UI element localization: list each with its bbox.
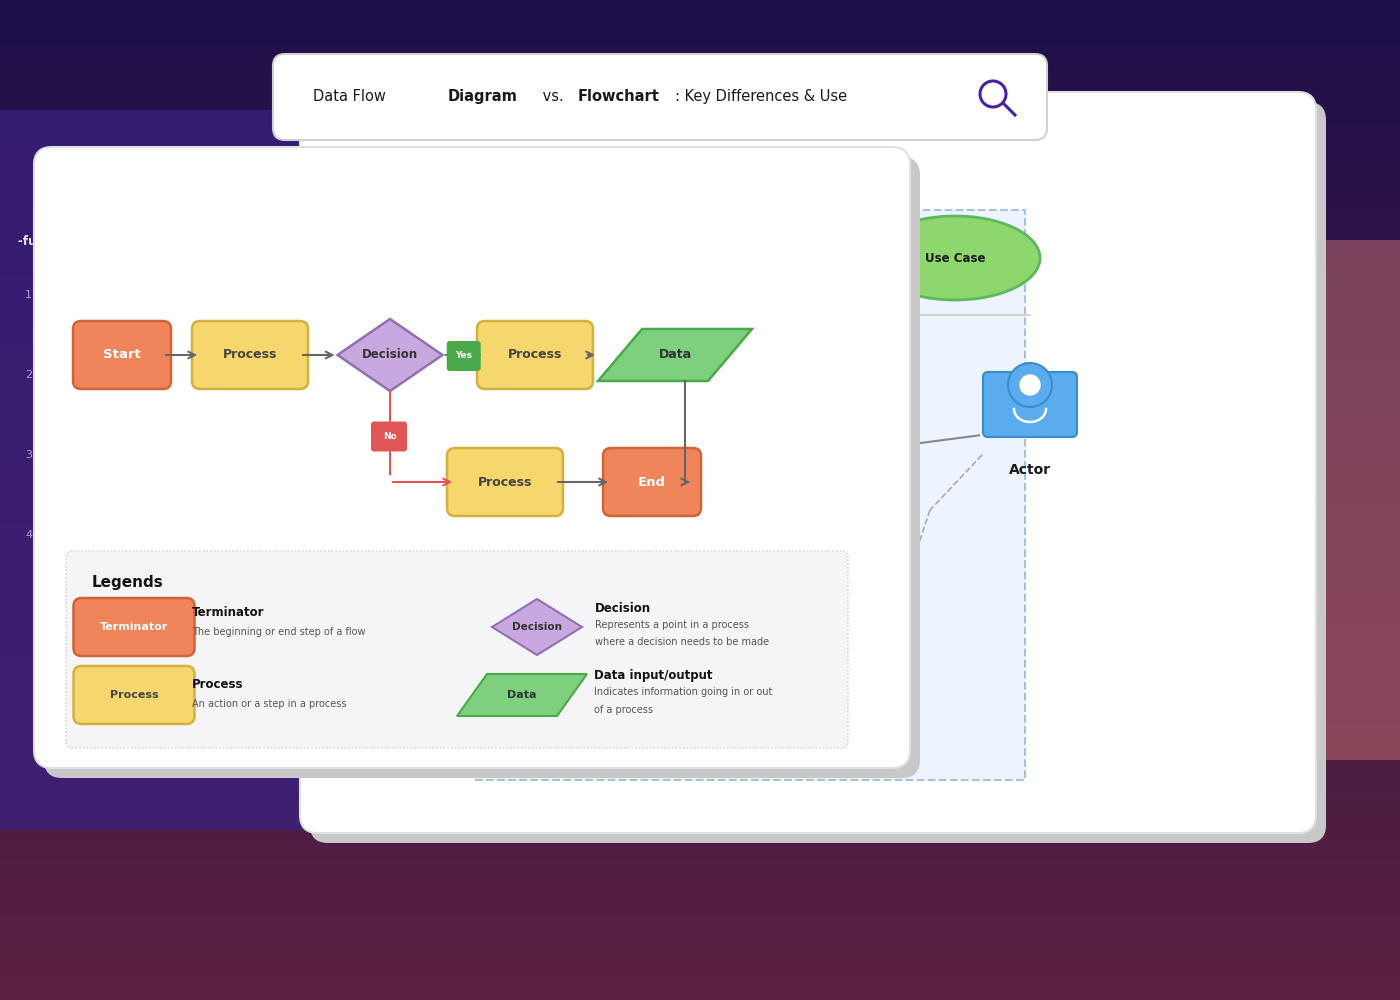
FancyBboxPatch shape	[1126, 275, 1315, 355]
Text: : Key Differences & Use: : Key Differences & Use	[675, 89, 847, 104]
Ellipse shape	[735, 553, 904, 637]
FancyBboxPatch shape	[0, 110, 356, 830]
Text: Existing
account in
database?: Existing account in database?	[1140, 429, 1180, 461]
Ellipse shape	[515, 216, 685, 300]
Text: The beginning or end step of a flow: The beginning or end step of a flow	[192, 627, 365, 637]
Circle shape	[1008, 363, 1051, 407]
Text: No: No	[384, 432, 396, 441]
Text: 4: 4	[25, 530, 32, 540]
Text: End: End	[638, 476, 666, 488]
Polygon shape	[337, 319, 442, 391]
Text: Process: Process	[477, 476, 532, 488]
FancyBboxPatch shape	[371, 422, 407, 452]
Polygon shape	[456, 674, 587, 716]
FancyBboxPatch shape	[48, 274, 302, 316]
FancyBboxPatch shape	[447, 448, 563, 516]
Text: Existing
account in
database?: Existing account in database?	[1140, 549, 1180, 581]
FancyBboxPatch shape	[1126, 405, 1315, 485]
Text: Process: Process	[223, 349, 277, 361]
Text: Process: Process	[192, 678, 244, 690]
Text: 1: 1	[25, 290, 32, 300]
FancyBboxPatch shape	[192, 321, 308, 389]
Text: Use Case: Use Case	[925, 251, 986, 264]
FancyBboxPatch shape	[73, 598, 195, 656]
Text: Process: Process	[508, 349, 563, 361]
FancyBboxPatch shape	[73, 321, 171, 389]
Text: Data Flow: Data Flow	[314, 89, 391, 104]
FancyBboxPatch shape	[447, 341, 480, 371]
FancyBboxPatch shape	[603, 448, 701, 516]
Polygon shape	[1149, 475, 1219, 525]
Text: -functional Flowchart: -functional Flowchart	[18, 235, 160, 248]
Text: Use Case: Use Case	[570, 251, 630, 264]
FancyBboxPatch shape	[48, 434, 302, 476]
Text: Flowchart: Flowchart	[578, 89, 659, 104]
Text: An action or a step in a process: An action or a step in a process	[192, 699, 347, 709]
FancyBboxPatch shape	[43, 157, 920, 778]
Text: Start: Start	[104, 349, 141, 361]
Text: 2: 2	[25, 370, 32, 380]
Text: Represents a point in a process: Represents a point in a process	[595, 620, 749, 630]
FancyBboxPatch shape	[48, 354, 302, 396]
FancyBboxPatch shape	[273, 54, 1047, 140]
FancyBboxPatch shape	[73, 666, 195, 724]
FancyBboxPatch shape	[475, 210, 1025, 780]
Text: Indicates information going in or out: Indicates information going in or out	[594, 687, 773, 697]
Text: Diagram: Diagram	[448, 89, 518, 104]
Ellipse shape	[735, 403, 904, 487]
Text: of a process: of a process	[594, 705, 652, 715]
Text: Legends: Legends	[92, 575, 164, 590]
Polygon shape	[598, 329, 752, 381]
Polygon shape	[1149, 325, 1219, 375]
Circle shape	[378, 213, 421, 257]
Text: Data: Data	[658, 349, 692, 361]
Text: Existing
account in
database?: Existing account in database?	[1140, 299, 1180, 331]
Text: Use Case: Use Case	[790, 588, 850, 601]
Text: Use Case: Use Case	[790, 438, 850, 452]
FancyBboxPatch shape	[1100, 240, 1400, 760]
FancyBboxPatch shape	[300, 92, 1316, 833]
Text: Actor: Actor	[1009, 463, 1051, 477]
FancyBboxPatch shape	[66, 551, 848, 748]
Polygon shape	[491, 599, 582, 655]
Text: 3: 3	[25, 450, 32, 460]
Text: Yes: Yes	[455, 352, 472, 360]
Text: Terminator: Terminator	[192, 605, 265, 618]
Text: Data input/output: Data input/output	[594, 668, 713, 682]
Circle shape	[1021, 375, 1040, 395]
Text: Terminator: Terminator	[99, 622, 168, 632]
Circle shape	[391, 225, 410, 245]
FancyBboxPatch shape	[353, 222, 447, 287]
Text: Decision: Decision	[512, 622, 561, 632]
Text: vs.: vs.	[538, 89, 568, 104]
FancyBboxPatch shape	[1126, 525, 1315, 605]
Text: Process: Process	[109, 690, 158, 700]
Text: Decision: Decision	[595, 602, 651, 615]
Text: Data: Data	[507, 690, 536, 700]
Text: System: System	[715, 240, 785, 258]
FancyBboxPatch shape	[309, 102, 1326, 843]
Ellipse shape	[869, 216, 1040, 300]
FancyBboxPatch shape	[477, 321, 594, 389]
FancyBboxPatch shape	[34, 147, 910, 768]
FancyBboxPatch shape	[48, 514, 302, 556]
Text: Decision: Decision	[363, 349, 419, 361]
Text: where a decision needs to be made: where a decision needs to be made	[595, 637, 769, 647]
FancyBboxPatch shape	[983, 372, 1077, 437]
